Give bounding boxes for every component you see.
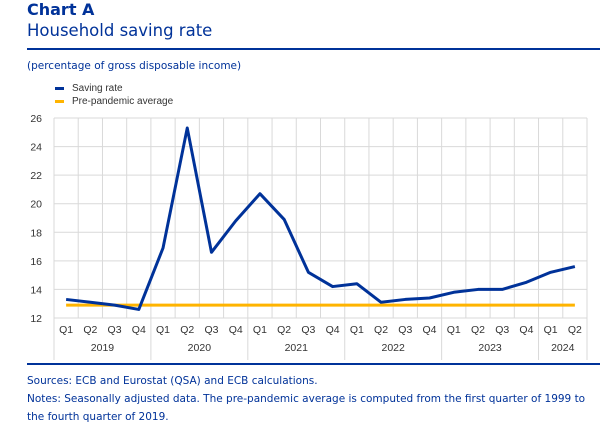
y-tick-label: 26 xyxy=(30,113,42,125)
x-year-label: 2020 xyxy=(188,342,212,354)
chart-title: Household saving rate xyxy=(27,21,213,40)
x-tick-label: Q3 xyxy=(108,324,122,336)
footer: Sources: ECB and Eurostat (QSA) and ECB … xyxy=(27,372,587,426)
x-axis-ticks: Q1 Q2 Q3 Q4 Q1 Q2 Q3 Q4 Q1 Q2 Q3 Q4 Q1 Q2 Q3 Q4 Q1 Q2 Q3 Q4… xyxy=(53,318,588,360)
legend: Saving rate Pre-pandemic average xyxy=(55,82,173,108)
x-tick-label: Q4 xyxy=(229,324,243,336)
x-year-label: 2019 xyxy=(91,342,115,354)
x-tick-label: Q1 xyxy=(59,324,73,336)
notes-text: Notes: Seasonally adjusted data. The pre… xyxy=(27,393,586,423)
sources-note: Sources: ECB and Eurostat (QSA) and ECB … xyxy=(27,375,318,387)
legend-item-saving-rate: Saving rate xyxy=(55,82,173,95)
x-tick-label: Q1 xyxy=(447,324,461,336)
legend-label-pre-pandemic-average: Pre-pandemic average xyxy=(72,96,174,107)
x-tick-label: Q1 xyxy=(350,324,364,336)
chart-label: Chart A xyxy=(27,0,95,19)
x-tick-label: Q2 xyxy=(568,324,582,336)
y-axis-ticks: 12 14 16 18 20 22 24 26 xyxy=(30,113,42,325)
x-tick-label: Q4 xyxy=(519,324,533,336)
legend-label-saving-rate: Saving rate xyxy=(72,83,123,94)
legend-item-pre-pandemic-average: Pre-pandemic average xyxy=(55,95,173,108)
legend-swatch-saving-rate xyxy=(55,87,64,90)
unit-label: (percentage of gross disposable income) xyxy=(27,60,242,72)
x-year-label: 2023 xyxy=(478,342,502,354)
x-tick-label: Q4 xyxy=(423,324,437,336)
x-tick-label: Q4 xyxy=(132,324,146,336)
y-tick-label: 22 xyxy=(30,170,42,182)
legend-swatch-pre-pandemic-average xyxy=(55,100,64,103)
x-tick-label: Q3 xyxy=(204,324,218,336)
x-year-label: 2021 xyxy=(285,342,309,354)
x-tick-label: Q2 xyxy=(180,324,194,336)
x-tick-label: Q2 xyxy=(374,324,388,336)
x-year-label: 2022 xyxy=(382,342,406,354)
y-tick-label: 16 xyxy=(30,256,42,268)
grid xyxy=(53,117,588,319)
x-year-label: 2024 xyxy=(551,342,575,354)
y-tick-label: 12 xyxy=(30,313,42,325)
series-lines xyxy=(65,126,576,311)
x-tick-label: Q1 xyxy=(253,324,267,336)
y-tick-label: 24 xyxy=(30,142,42,154)
x-tick-label: Q1 xyxy=(544,324,558,336)
x-tick-label: Q2 xyxy=(277,324,291,336)
x-tick-label: Q2 xyxy=(471,324,485,336)
y-tick-label: 20 xyxy=(30,199,42,211)
saving-rate-line xyxy=(65,126,576,311)
x-tick-label: Q1 xyxy=(156,324,170,336)
bottom-divider xyxy=(27,363,600,365)
x-tick-label: Q3 xyxy=(495,324,509,336)
x-tick-label: Q3 xyxy=(301,324,315,336)
top-divider xyxy=(27,48,600,50)
y-tick-label: 14 xyxy=(30,284,42,296)
x-tick-label: Q4 xyxy=(326,324,340,336)
y-tick-label: 18 xyxy=(30,227,42,239)
x-tick-label: Q2 xyxy=(83,324,97,336)
x-tick-label: Q3 xyxy=(398,324,412,336)
